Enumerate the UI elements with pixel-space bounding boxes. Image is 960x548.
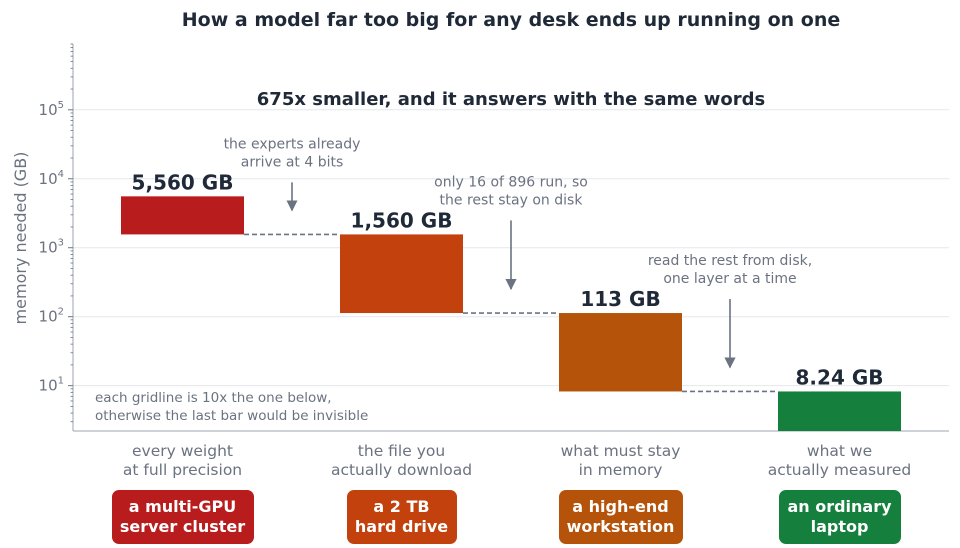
- x-tick-label: the file you actually download: [331, 442, 472, 479]
- bar: [340, 234, 463, 314]
- x-tick-label: what we actually measured: [768, 442, 912, 479]
- device-badge-label: an ordinary laptop: [787, 497, 892, 536]
- x-tick-label: every weight at full precision: [123, 442, 242, 479]
- annotation-text: the experts already arrive at 4 bits: [224, 136, 361, 170]
- bar-value-label: 8.24 GB: [796, 365, 884, 389]
- y-tick-label: 104: [39, 169, 64, 188]
- device-badge: a 2 TB hard drive: [346, 490, 457, 544]
- bar-value-label: 1,560 GB: [351, 208, 453, 232]
- annotation-text: read the rest from disk, one layer at a t…: [648, 253, 812, 287]
- device-badge: an ordinary laptop: [778, 490, 901, 544]
- bar-value-label: 113 GB: [580, 287, 660, 311]
- y-tick-label: 101: [39, 376, 64, 395]
- y-axis-label: memory needed (GB): [11, 152, 30, 325]
- bar: [121, 196, 244, 235]
- bar: [559, 313, 682, 392]
- connectors: [244, 233, 778, 393]
- footnote-text: each gridline is 10x the one below, other…: [95, 390, 368, 424]
- axes: 101 102 103 104 105: [39, 43, 949, 432]
- chart-title: How a model far too big for any desk end…: [182, 9, 840, 31]
- annotations: the experts already arrive at 4 bits only …: [224, 136, 812, 369]
- x-axis-labels: every weight at full precision the file yo…: [123, 442, 911, 479]
- y-tick-label: 105: [39, 100, 64, 119]
- y-tick-label: 103: [39, 238, 64, 257]
- chart-subtitle: 675x smaller, and it answers with the sa…: [257, 89, 765, 110]
- bars: 5,560 GB 1,560 GB 113 GB 8.24 GB: [121, 170, 901, 431]
- device-badge-label: a 2 TB hard drive: [354, 497, 449, 536]
- x-tick-label: what must stay in memory: [561, 442, 681, 479]
- device-badge-label: a multi-GPU server cluster: [119, 497, 246, 536]
- annotation-text: only 16 of 896 run, so the rest stay on d…: [434, 174, 588, 208]
- footnote: each gridline is 10x the one below, other…: [95, 390, 368, 424]
- bar-value-label: 5,560 GB: [132, 170, 234, 194]
- y-tick-label: 102: [39, 307, 64, 326]
- bar: [778, 391, 901, 431]
- device-badge: a multi-GPU server cluster: [111, 490, 254, 544]
- device-badge: a high-end workstation: [558, 490, 683, 544]
- device-badge-label: a high-end workstation: [566, 497, 675, 536]
